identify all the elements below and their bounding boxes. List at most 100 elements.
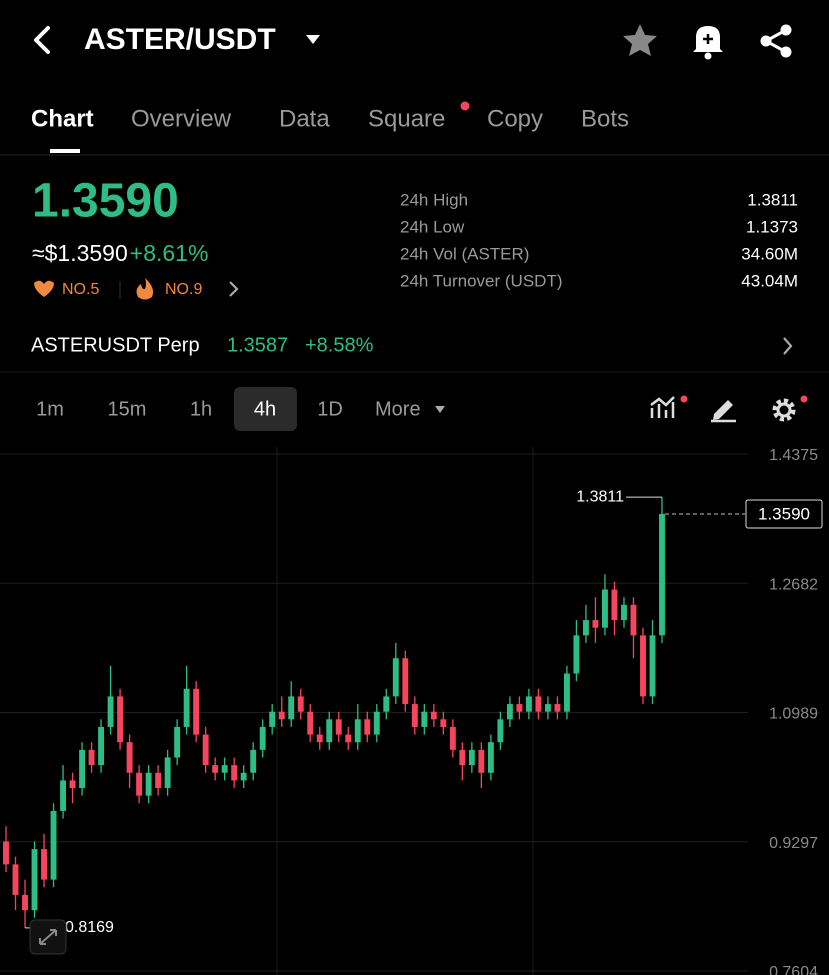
stat-value: 43.04M [741,271,798,290]
candle-body [525,696,532,712]
candle-body [421,711,428,727]
interval[interactable]: More [375,398,421,420]
candle-body [69,780,76,789]
candle-body [12,864,19,895]
interval[interactable]: 1D [317,398,343,420]
tab[interactable]: Bots [581,105,629,132]
settings-icon[interactable] [772,395,808,422]
candle-body [335,719,342,735]
candle-body [345,734,352,743]
stat-label: 24h High [400,190,468,209]
candle-body [506,704,513,720]
candle-body [468,749,475,766]
draw-icon[interactable] [711,400,736,423]
rank-badge[interactable]: NO.5 [62,281,99,298]
candle-body [411,704,418,727]
candle-body [164,757,171,789]
candle-body [497,719,504,743]
candle-body [231,765,238,781]
back-button[interactable] [34,26,50,54]
candle-body [621,604,627,621]
candle-body [402,658,409,705]
candle-body [259,726,266,750]
candle-body [487,742,494,773]
tab[interactable]: Square [368,105,445,132]
last-price-tag [745,499,823,529]
candle-body [582,620,589,636]
stat-label: 24h Vol (ASTER) [400,244,529,263]
perp-price: 1.3587 [227,334,288,356]
stat-value: 1.1373 [746,217,798,236]
candle-body [183,688,190,727]
candle-body [326,719,333,743]
candle-body [459,749,466,766]
share-icon[interactable] [760,24,792,58]
candle-body [307,711,314,735]
candle-body [440,719,447,727]
stat-label: 24h Low [400,217,465,236]
candle-body [174,726,181,758]
interval[interactable]: 4h [254,398,276,420]
candle-body [297,696,304,712]
interval[interactable]: 1m [36,398,64,420]
candle-body [60,780,66,811]
candle-body [79,749,86,789]
rank-badge[interactable]: NO.9 [165,281,202,298]
perp-change: +8.58% [305,334,374,356]
candle-body [602,589,608,628]
notification-dot [460,101,470,111]
price-change: +8.61% [130,240,209,266]
y-tick-label: 1.0989 [769,706,818,723]
candle-body [117,696,124,743]
hot-icon [136,278,154,300]
candle-body [193,688,200,735]
active-tab-indicator [50,149,80,153]
candle-body [212,765,219,773]
candle-body [516,704,523,712]
interval[interactable]: 1h [190,398,212,420]
pair-title[interactable]: ASTER/USDT [84,23,276,56]
perp-name[interactable]: ASTERUSDT Perp [31,334,200,356]
candle-body [98,726,105,766]
tab[interactable]: Overview [131,105,232,132]
y-tick-label: 0.7604 [769,964,818,975]
favorite-icon[interactable] [623,24,657,56]
tab[interactable]: Chart [31,105,94,132]
indicator-icon[interactable] [650,395,688,419]
candle-body [640,635,646,697]
candle-body [563,673,570,712]
candle-body [373,711,380,735]
candle-body [136,772,143,796]
candle-body [145,772,152,796]
candle-body [202,734,209,766]
more-caret[interactable] [435,406,445,413]
candle-body [22,894,28,911]
chevron[interactable] [783,337,793,355]
tab[interactable]: Data [279,105,330,132]
stat-value: 34.60M [741,244,798,263]
stat-value: 1.3811 [747,190,798,209]
last-price: 1.3590 [32,175,179,228]
rank-icon [34,280,54,297]
y-tick-label: 0.9297 [769,835,818,852]
stat-label: 24h Turnover (USDT) [400,271,563,290]
candle-body [611,589,618,621]
last-price-tag-label: 1.3590 [758,504,810,523]
candle-body [221,765,228,773]
candle-body [592,620,599,628]
fiat-price: ≈$1.3590 [32,240,128,266]
min-label: 0.8169 [65,919,114,936]
interval-selected [234,387,297,431]
candle-body [554,704,561,712]
candle-body [649,635,656,697]
tab[interactable]: Copy [487,105,543,132]
alert-icon[interactable] [693,26,723,60]
candle-body [250,749,257,773]
candle-body [50,810,57,880]
candle-body [630,604,637,636]
chevron[interactable] [229,281,239,297]
pair-dropdown[interactable] [306,35,320,44]
interval[interactable]: 15m [108,398,147,420]
